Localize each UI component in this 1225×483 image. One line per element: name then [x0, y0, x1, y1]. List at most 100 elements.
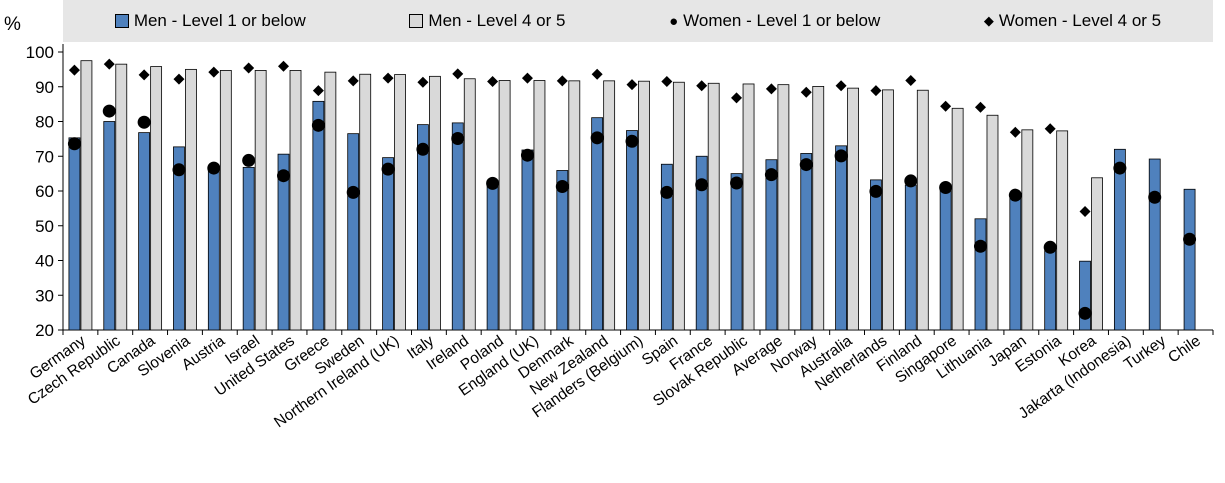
bar-men-level1-below — [660, 163, 673, 331]
point-women-level1-below — [730, 176, 744, 190]
point-women-level1-below — [207, 161, 221, 175]
y-tick-label: 80 — [35, 113, 54, 132]
legend-diamond-icon: ◆ — [983, 13, 994, 28]
bar-men-level4-5 — [847, 87, 859, 331]
point-women-level4-5 — [208, 66, 220, 78]
legend: Men - Level 1 or below Men - Level 4 or … — [63, 0, 1213, 42]
point-women-level1-below — [451, 132, 465, 146]
bar-men-level4-5 — [1056, 130, 1069, 331]
bar-men-level4-5 — [429, 75, 441, 331]
bar-men-level4-5 — [951, 107, 964, 331]
point-women-level4-5 — [487, 76, 499, 88]
point-women-level4-5 — [382, 72, 394, 84]
point-women-level1-below — [416, 142, 430, 156]
point-women-level1-below — [555, 179, 569, 193]
bar-men-level1-below — [904, 184, 917, 331]
point-women-level4-5 — [521, 72, 533, 84]
bar-men-level1-below — [1148, 158, 1161, 331]
point-women-level1-below — [486, 176, 500, 190]
bar-men-level4-5 — [359, 73, 372, 331]
bar-men-level1-below — [1044, 249, 1057, 331]
point-women-level1-below — [695, 178, 709, 192]
bar-men-level1-below — [242, 166, 255, 331]
point-women-level4-5 — [243, 62, 255, 74]
point-women-level4-5 — [591, 68, 603, 80]
point-women-level1-below — [277, 169, 291, 183]
point-women-level1-below — [137, 115, 151, 129]
bar-men-level4-5 — [150, 66, 163, 331]
bar-men-level4-5 — [289, 70, 302, 331]
point-women-level1-below — [1148, 190, 1162, 204]
y-tick-label: 20 — [35, 321, 54, 340]
bar-men-level1-below — [800, 153, 813, 331]
point-women-level4-5 — [661, 76, 673, 88]
point-women-level1-below — [764, 168, 778, 182]
bar-men-level4-5 — [568, 80, 581, 331]
bar-men-level1-below — [626, 130, 638, 331]
legend-item-men-low: Men - Level 1 or below — [114, 11, 306, 31]
legend-label-men-high: Men - Level 4 or 5 — [428, 11, 566, 30]
bar-men-level4-5 — [533, 80, 546, 331]
point-women-level1-below — [1078, 306, 1092, 320]
bar-men-level1-below — [765, 159, 778, 331]
bar-men-level1-below — [382, 157, 394, 331]
bar-men-level4-5 — [80, 60, 93, 331]
point-women-level1-below — [834, 149, 848, 163]
point-women-level1-below — [346, 185, 360, 199]
bar-men-level1-below — [417, 124, 429, 331]
point-women-level4-5 — [626, 79, 638, 91]
bar-men-level1-below — [939, 186, 952, 331]
point-women-level1-below — [172, 163, 186, 177]
point-women-level1-below — [904, 174, 918, 188]
point-women-level4-5 — [138, 69, 150, 81]
bar-men-level4-5 — [498, 80, 511, 331]
bar-men-level1-below — [277, 153, 290, 331]
bar-men-level4-5 — [1021, 129, 1034, 331]
bar-men-level4-5 — [394, 74, 406, 331]
bar-men-level1-below — [486, 181, 499, 331]
bar-men-level1-below — [730, 173, 743, 331]
y-tick-label: 30 — [35, 286, 54, 305]
bar-men-level1-below — [207, 167, 220, 331]
legend-item-women-low: ● Women - Level 1 or below — [669, 11, 880, 31]
point-women-level4-5 — [731, 92, 743, 104]
bar-men-level1-below — [870, 179, 882, 331]
bar-men-level1-below — [974, 218, 987, 331]
bar-men-level1-below — [1113, 148, 1126, 331]
point-women-level1-below — [242, 153, 256, 167]
point-women-level4-5 — [870, 85, 882, 97]
point-women-level4-5 — [556, 75, 568, 87]
point-women-level1-below — [660, 185, 674, 199]
bar-men-level1-below — [695, 155, 708, 331]
bar-men-level4-5 — [916, 89, 929, 331]
point-women-level4-5 — [1044, 123, 1056, 135]
bar-men-level1-below — [556, 170, 569, 331]
point-women-level1-below — [799, 158, 813, 172]
point-women-level4-5 — [452, 68, 464, 80]
bar-men-level4-5 — [185, 68, 197, 331]
legend-circle-icon: ● — [669, 12, 679, 30]
bar-men-level1-below — [591, 117, 604, 331]
point-women-level4-5 — [974, 101, 986, 113]
legend-item-men-high: Men - Level 4 or 5 — [409, 11, 565, 31]
bar-men-level4-5 — [254, 70, 267, 331]
y-tick-label: 60 — [35, 182, 54, 201]
point-women-level4-5 — [905, 74, 917, 86]
bar-men-level1-below — [835, 145, 847, 331]
point-women-level1-below — [102, 104, 116, 118]
point-women-level4-5 — [1009, 126, 1021, 138]
bar-men-level1-below — [1009, 197, 1022, 331]
bar-men-level1-below — [103, 121, 116, 331]
point-women-level4-5 — [312, 85, 324, 97]
bar-men-level1-below — [451, 122, 464, 331]
bar-men-level1-below — [1183, 188, 1196, 331]
bar-men-level1-below — [173, 146, 185, 331]
point-women-level4-5 — [347, 75, 359, 87]
bar-men-level4-5 — [638, 80, 650, 331]
bar-men-level4-5 — [603, 80, 616, 331]
point-women-level1-below — [520, 148, 534, 162]
bar-men-level4-5 — [742, 83, 755, 331]
point-women-level4-5 — [800, 86, 812, 98]
point-women-level4-5 — [417, 76, 429, 88]
